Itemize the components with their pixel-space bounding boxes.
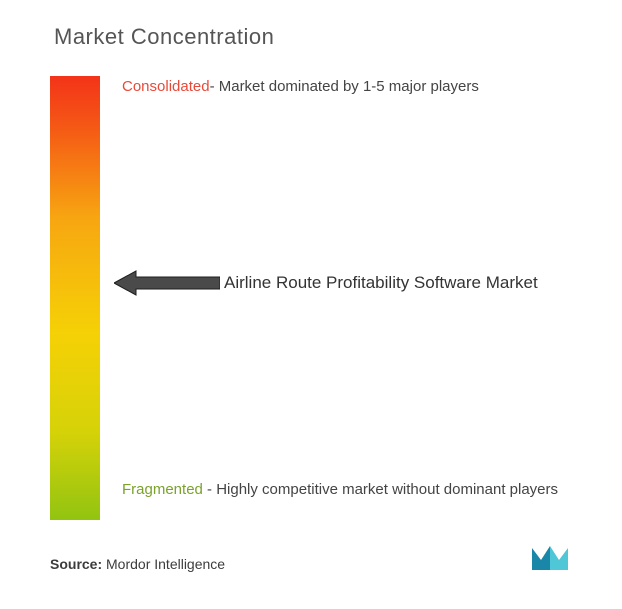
consolidated-keyword: Consolidated bbox=[122, 78, 210, 95]
fragmented-keyword: Fragmented bbox=[122, 481, 203, 498]
concentration-scale-bar bbox=[50, 76, 100, 520]
chart-title: Market Concentration bbox=[54, 24, 274, 50]
market-pointer-arrow bbox=[114, 268, 220, 298]
fragmented-label: Fragmented - Highly competitive market w… bbox=[122, 478, 592, 501]
source-attribution: Source: Mordor Intelligence bbox=[50, 556, 225, 572]
source-name: Mordor Intelligence bbox=[106, 556, 225, 572]
chart-canvas: Market Concentration Consolidated- Marke… bbox=[0, 0, 622, 609]
gradient-fill bbox=[50, 76, 100, 520]
logo-shape-light bbox=[550, 546, 568, 570]
arrow-shape bbox=[114, 271, 220, 295]
brand-logo bbox=[530, 542, 570, 572]
arrow-left-icon bbox=[114, 269, 220, 297]
consolidated-label: Consolidated- Market dominated by 1-5 ma… bbox=[122, 76, 479, 97]
market-name-label: Airline Route Profitability Software Mar… bbox=[224, 273, 538, 293]
fragmented-desc: - Highly competitive market without domi… bbox=[203, 481, 558, 498]
source-prefix: Source: bbox=[50, 556, 102, 572]
logo-shape-dark bbox=[532, 546, 550, 570]
consolidated-desc: - Market dominated by 1-5 major players bbox=[210, 78, 479, 95]
mordor-logo-icon bbox=[530, 542, 570, 572]
